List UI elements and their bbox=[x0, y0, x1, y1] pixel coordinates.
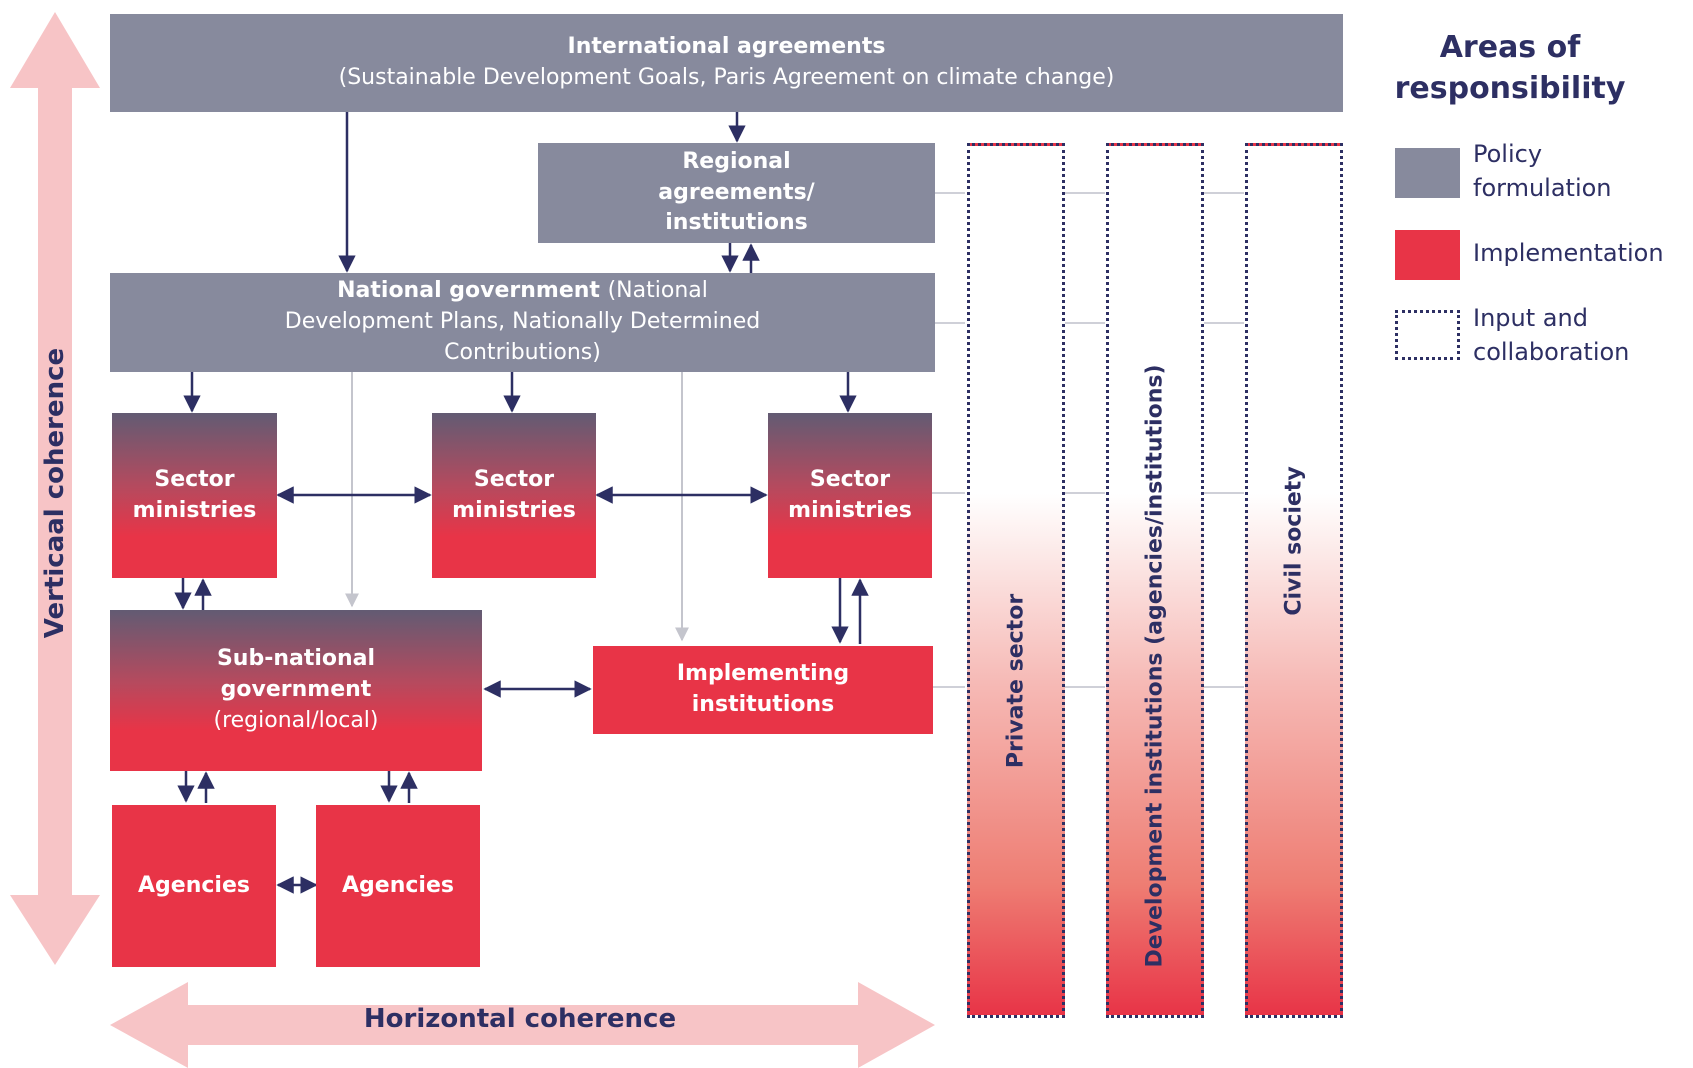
sector-ministries-box-1: Sector ministries bbox=[112, 413, 277, 578]
agencies-box-1: Agencies bbox=[112, 805, 276, 967]
civil-society-column: Civil society bbox=[1245, 143, 1343, 1018]
horizontal-coherence-label: Horizontal coherence bbox=[363, 1004, 677, 1034]
regional-agreements-box: Regional agreements/ institutions bbox=[538, 143, 935, 243]
implementing-institutions-title: Implementing institutions bbox=[676, 661, 850, 717]
sector-ministries-box-3: Sector ministries bbox=[768, 413, 932, 578]
international-agreements-box: International agreements (Sustainable De… bbox=[110, 14, 1343, 112]
private-sector-column: Private sector bbox=[967, 143, 1065, 1018]
sector-ministries-box-2: Sector ministries bbox=[432, 413, 596, 578]
sub-national-government-box: Sub-national government (regional/local) bbox=[110, 610, 482, 771]
civil-society-label: Civil society bbox=[1281, 466, 1307, 616]
legend-swatch-policy bbox=[1395, 148, 1460, 198]
agencies-1-title: Agencies bbox=[138, 872, 250, 898]
legend-title: Areas of responsibility bbox=[1394, 30, 1626, 106]
private-sector-label: Private sector bbox=[1003, 593, 1029, 769]
legend-swatch-input bbox=[1395, 310, 1460, 360]
column-connectors bbox=[932, 192, 1244, 688]
legend-label-policy: Policy formulation bbox=[1473, 140, 1612, 202]
sector-ministries-3-title: Sector ministries bbox=[788, 466, 912, 523]
national-government-subtitle: (National Development Plans, Nationally … bbox=[284, 278, 761, 365]
vertical-coherence-arrow bbox=[10, 12, 100, 965]
national-government-box: National government (National Developmen… bbox=[110, 273, 935, 372]
sub-national-government-title: Sub-national government bbox=[216, 646, 376, 703]
vertical-coherence-label: Verticaal coherence bbox=[40, 347, 70, 639]
regional-agreements-title: Regional agreements/ institutions bbox=[658, 148, 815, 236]
sub-national-government-subtitle: (regional/local) bbox=[213, 707, 379, 733]
development-institutions-label: Development institutions (agencies/insti… bbox=[1142, 364, 1168, 968]
legend-label-implementation: Implementation bbox=[1473, 239, 1664, 267]
development-institutions-column: Development institutions (agencies/insti… bbox=[1106, 143, 1204, 1018]
sector-ministries-1-title: Sector ministries bbox=[132, 466, 257, 523]
agencies-box-2: Agencies bbox=[316, 805, 480, 967]
international-agreements-subtitle: (Sustainable Development Goals, Paris Ag… bbox=[338, 65, 1115, 90]
legend-label-input: Input and collaboration bbox=[1473, 304, 1630, 366]
agencies-2-title: Agencies bbox=[342, 872, 454, 898]
legend-swatch-implementation bbox=[1395, 230, 1460, 280]
sector-ministries-2-title: Sector ministries bbox=[452, 466, 576, 523]
national-government-title: National government bbox=[337, 278, 600, 304]
implementing-institutions-box: Implementing institutions bbox=[593, 646, 933, 734]
horizontal-coherence-arrow bbox=[110, 982, 935, 1068]
international-agreements-title: International agreements bbox=[567, 34, 886, 60]
